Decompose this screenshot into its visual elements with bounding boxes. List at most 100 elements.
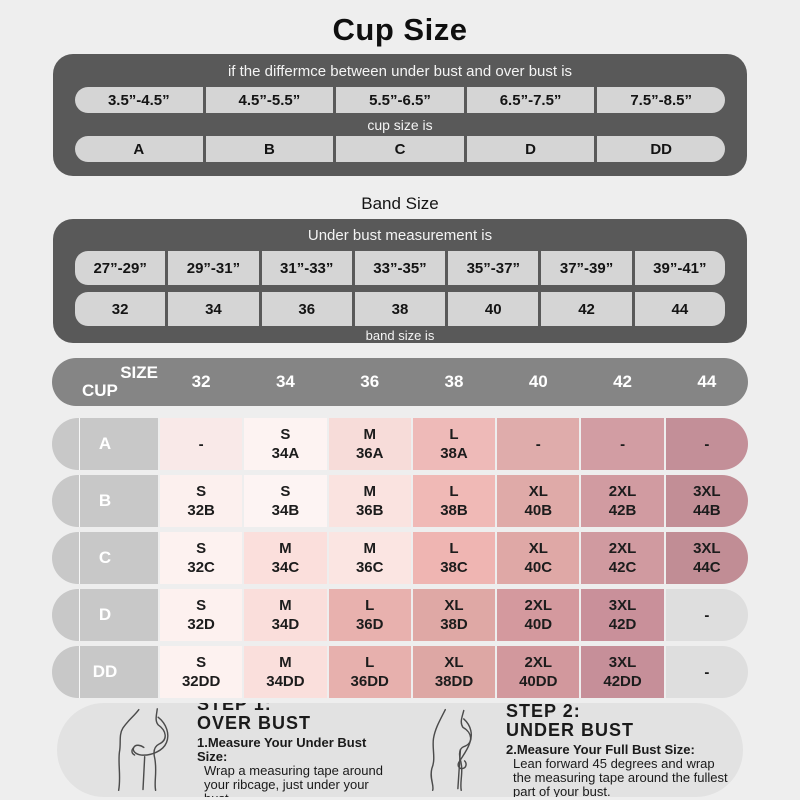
step-1-body-line: Wrap a measuring tape around xyxy=(204,762,383,778)
size-cell: S 32D xyxy=(160,589,243,641)
band-range-pill: 39”-41” xyxy=(634,251,725,285)
size-cell: L 38A xyxy=(412,418,496,470)
matrix-row-B: B S 32B S 34B M 36B L 38B XL 40B 2XL 42B 3XL 44… xyxy=(52,475,748,527)
size-cell: XL 38DD xyxy=(412,646,496,698)
matrix-corner: SIZE CUP xyxy=(52,358,158,406)
band-range-row: 27”-29” 29”-31” 31”-33” 33”-35” 35”-37” … xyxy=(75,251,725,285)
size-cell: M 36B xyxy=(328,475,411,527)
step-1-title-line-1: STEP 1: xyxy=(197,703,272,714)
size-cell: XL 40C xyxy=(497,532,580,584)
size-cell: M 34D xyxy=(244,589,327,641)
band-size-title: Band Size xyxy=(361,194,439,213)
page-title: Cup Size xyxy=(332,12,468,47)
size-cell: 3XL 42DD xyxy=(581,646,664,698)
step-1-body-line: your ribcage, just under your bust. xyxy=(204,776,369,797)
cup-size-panel: if the differmce between under bust and … xyxy=(53,54,747,176)
matrix-column-header: 34 xyxy=(275,372,295,391)
size-cell: XL 38D xyxy=(412,589,496,641)
cup-diff-range-pill: 5.5”-6.5” xyxy=(336,87,464,113)
cup-letter-pill: A xyxy=(75,136,203,162)
size-cell: 3XL 42D xyxy=(581,589,664,641)
band-range-pill: 31”-33” xyxy=(261,251,352,285)
size-cell: L 36DD xyxy=(328,646,411,698)
cup-panel-header: if the differmce between under bust and … xyxy=(227,63,573,80)
matrix-column-header: 40 xyxy=(528,372,548,391)
band-range-pill: 35”-37” xyxy=(448,251,539,285)
band-number-pill: 40 xyxy=(448,292,539,326)
row-header-cup: D xyxy=(52,589,158,641)
row-header-cup: B xyxy=(52,475,158,527)
size-cell: L 36D xyxy=(328,589,411,641)
step-2-title-line-1: STEP 2: xyxy=(506,703,581,721)
matrix-header-row: SIZE CUP 32 34 36 38 40 42 44 xyxy=(52,358,748,406)
size-cell: M 34DD xyxy=(244,646,327,698)
cup-diff-range-pill: 3.5”-4.5” xyxy=(75,87,203,113)
band-number-pill: 44 xyxy=(634,292,725,326)
band-panel-footer: band size is xyxy=(365,328,435,343)
step-2-body-line: part of your bust. xyxy=(513,783,611,797)
size-cell: 2XL 40DD xyxy=(497,646,580,698)
cup-letter-pill: C xyxy=(336,136,464,162)
matrix-row-DD: DD S 32DD M 34DD L 36DD XL 38DD 2XL 40DD 3XL 4… xyxy=(52,646,748,698)
cup-letter-pill: D xyxy=(466,136,595,162)
matrix-column-header: 36 xyxy=(360,372,380,391)
step-1-text: STEP 1: OVER BUST 1.Measure Your Under B… xyxy=(197,703,400,797)
matrix-column-header: 38 xyxy=(444,372,464,391)
over-bust-figure-icon xyxy=(117,708,169,792)
size-cell: L 38B xyxy=(412,475,496,527)
size-matrix: SIZE CUP 32 34 36 38 40 42 44 A - S 34A M… xyxy=(52,358,748,698)
size-cell: XL 40B xyxy=(497,475,580,527)
cup-diff-range-pill: 4.5”-5.5” xyxy=(205,87,334,113)
size-cell: 2XL 42C xyxy=(581,532,664,584)
size-cell: S 34B xyxy=(244,475,327,527)
band-number-pill: 34 xyxy=(168,292,259,326)
size-cell: L 38C xyxy=(412,532,496,584)
row-header-cup: C xyxy=(52,532,158,584)
size-cell: - xyxy=(665,418,748,470)
cup-letter-row: A B C D DD xyxy=(75,136,725,162)
size-cell: - xyxy=(665,646,748,698)
step-1-lead: 1.Measure Your Under Bust Size: xyxy=(197,734,367,764)
cup-diff-range-row: 3.5”-4.5” 4.5”-5.5” 5.5”-6.5” 6.5”-7.5” … xyxy=(75,87,725,113)
size-cell: S 32B xyxy=(160,475,243,527)
matrix-column-header: 44 xyxy=(697,372,717,391)
size-cell: 3XL 44C xyxy=(665,532,748,584)
step-2-lead: 2.Measure Your Full Bust Size: xyxy=(506,741,695,757)
band-number-pill: 38 xyxy=(354,292,446,326)
step-2-body-line: the measuring tape around the fullest xyxy=(513,769,728,785)
cup-diff-range-pill: 6.5”-7.5” xyxy=(466,87,595,113)
measuring-steps-panel: STEP 1: OVER BUST 1.Measure Your Under B… xyxy=(57,703,743,797)
cup-diff-range-pill: 7.5”-8.5” xyxy=(597,87,725,113)
matrix-row-C: C S 32C M 34C M 36C L 38C XL 40C 2XL 42C 3XL 44… xyxy=(52,532,748,584)
corner-cup-label: CUP xyxy=(82,381,118,400)
band-range-pill: 33”-35” xyxy=(354,251,446,285)
band-panel-header: Under bust measurement is xyxy=(307,227,493,244)
size-cell: - xyxy=(497,418,580,470)
band-number-pill: 42 xyxy=(541,292,632,326)
size-cell: 3XL 44B xyxy=(665,475,748,527)
band-number-pill: 32 xyxy=(75,292,166,326)
step-1-block: STEP 1: OVER BUST 1.Measure Your Under B… xyxy=(57,703,400,797)
band-range-pill: 27”-29” xyxy=(75,251,166,285)
row-header-cup: DD xyxy=(52,646,158,698)
size-cell: - xyxy=(581,418,664,470)
matrix-column-header: 32 xyxy=(191,372,211,391)
under-bust-figure-icon xyxy=(430,708,472,792)
size-cell: 2XL 42B xyxy=(581,475,664,527)
matrix-row-A: A - S 34A M 36A L 38A - - - xyxy=(52,418,748,470)
band-size-panel: Under bust measurement is 27”-29” 29”-31… xyxy=(53,219,747,343)
step-1-title-line-2: OVER BUST xyxy=(197,712,312,733)
size-cell: S 32DD xyxy=(160,646,243,698)
band-range-pill: 29”-31” xyxy=(168,251,259,285)
size-cell: S 32C xyxy=(160,532,243,584)
size-cell: - xyxy=(665,589,748,641)
step-2-text: STEP 2: UNDER BUST 2.Measure Your Full B… xyxy=(506,703,728,797)
band-number-row: 32 34 36 38 40 42 44 xyxy=(75,292,725,326)
size-cell: S 34A xyxy=(244,418,327,470)
size-cell: 2XL 40D xyxy=(497,589,580,641)
size-cell: M 34C xyxy=(244,532,327,584)
size-cell: - xyxy=(160,418,243,470)
corner-size-label: SIZE xyxy=(120,363,158,382)
step-2-block: STEP 2: UNDER BUST 2.Measure Your Full B… xyxy=(400,703,743,797)
